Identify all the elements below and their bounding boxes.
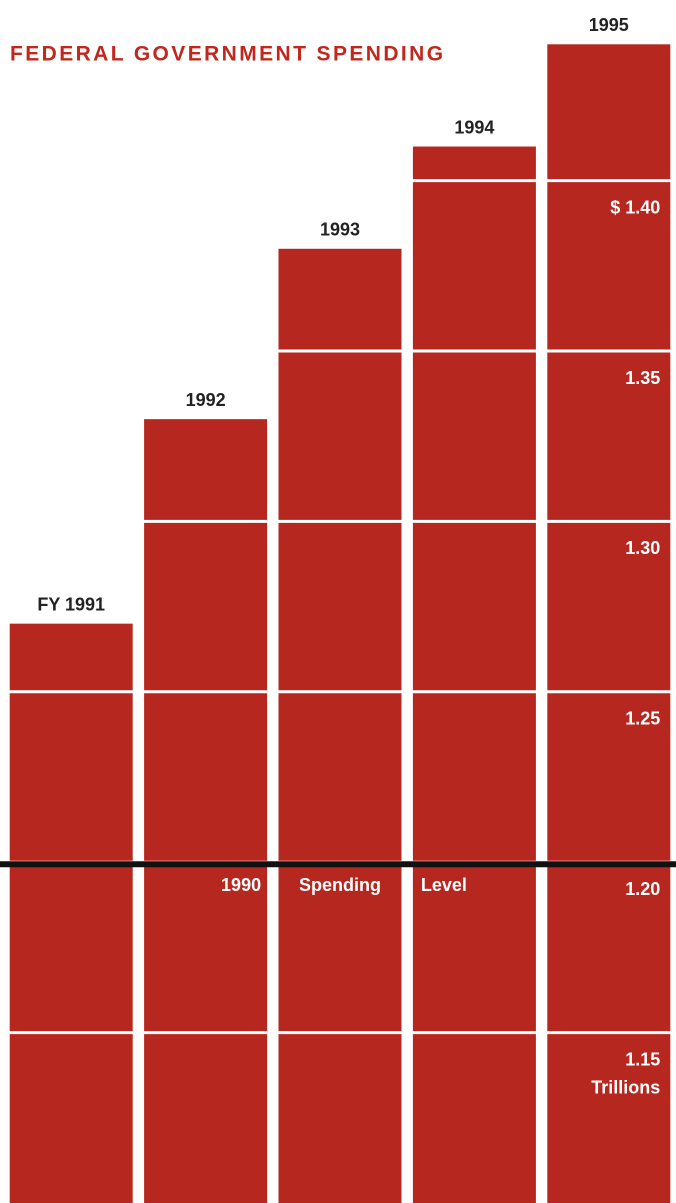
bar	[412, 146, 536, 1203]
y-unit-label: Trillions	[591, 1077, 660, 1097]
category-label: FY 1991	[37, 594, 105, 614]
category-label: 1993	[320, 220, 360, 240]
reference-label: Level	[421, 875, 467, 895]
category-label: 1995	[589, 15, 629, 35]
y-tick-label: 1.20	[625, 879, 660, 899]
category-label: 1992	[186, 390, 226, 410]
y-tick-label: 1.35	[625, 368, 660, 388]
y-tick-label: 1.25	[625, 709, 660, 729]
bar	[144, 419, 268, 1203]
bar	[9, 623, 133, 1203]
reference-label: Spending	[299, 875, 381, 895]
y-tick-label: 1.30	[625, 538, 660, 558]
bar	[547, 44, 671, 1203]
reference-label: 1990	[221, 875, 261, 895]
y-tick-label: 1.15	[625, 1049, 660, 1069]
category-label: 1994	[454, 117, 494, 137]
bar	[278, 248, 402, 1203]
chart-title: FEDERAL GOVERNMENT SPENDING	[10, 43, 445, 66]
y-tick-label: $ 1.40	[610, 197, 660, 217]
